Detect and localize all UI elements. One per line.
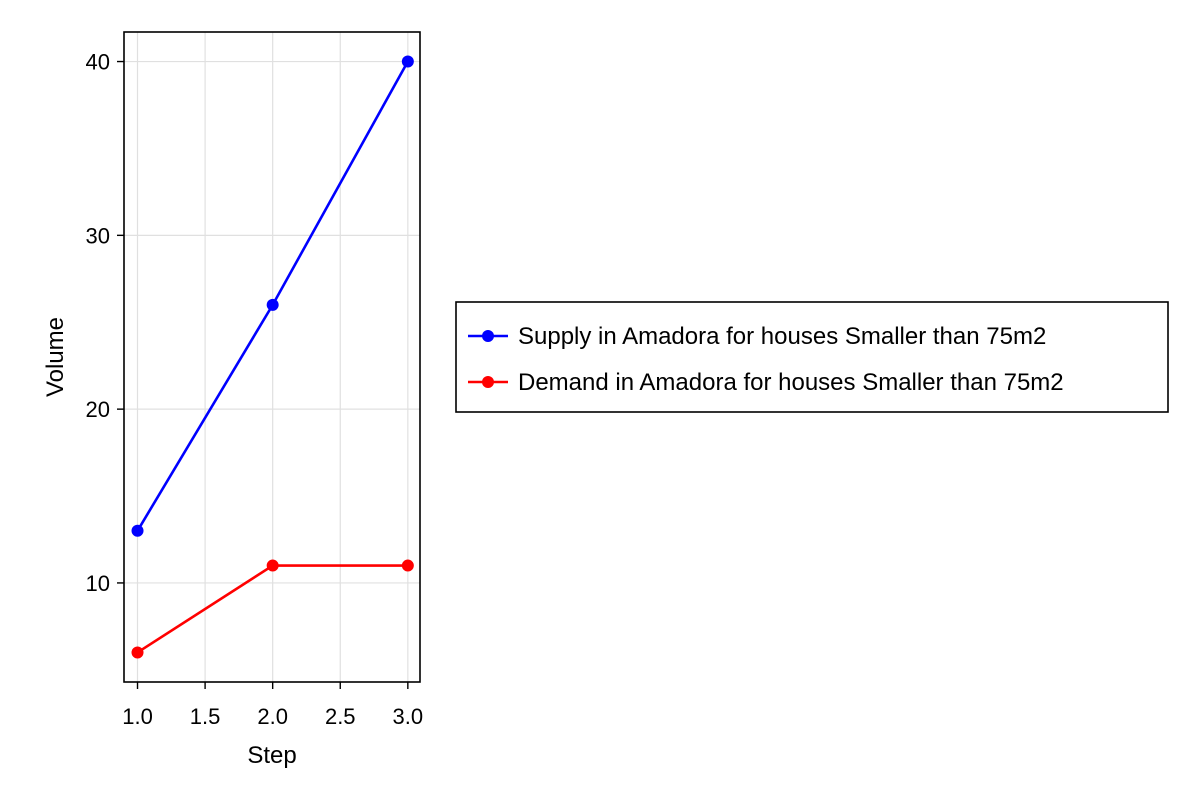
x-tick-label: 1.5 xyxy=(190,704,221,729)
legend-label-supply: Supply in Amadora for houses Smaller tha… xyxy=(518,323,1046,350)
data-point-supply xyxy=(266,298,279,311)
legend-marker-demand xyxy=(482,376,494,388)
series-layer xyxy=(131,55,414,659)
x-tick-label: 3.0 xyxy=(393,704,424,729)
data-point-demand xyxy=(266,559,279,572)
x-tick-label: 2.5 xyxy=(325,704,356,729)
data-point-supply xyxy=(131,524,144,537)
plot-frame xyxy=(123,31,421,683)
legend-marker-supply xyxy=(482,330,494,342)
grid-layer xyxy=(124,32,420,682)
y-axis-label: Volume xyxy=(42,317,69,397)
legend-label-demand: Demand in Amadora for houses Smaller tha… xyxy=(518,369,1064,396)
y-tick-label: 30 xyxy=(86,223,110,248)
y-tick-label: 40 xyxy=(86,50,110,75)
y-tick-label: 20 xyxy=(86,397,110,422)
y-tick-label: 10 xyxy=(86,571,110,596)
data-point-demand xyxy=(401,559,414,572)
legend-box xyxy=(455,301,1169,413)
data-point-demand xyxy=(131,646,144,659)
legend: Supply in Amadora for houses Smaller tha… xyxy=(455,301,1169,413)
data-point-supply xyxy=(401,55,414,68)
x-tick-label: 2.0 xyxy=(257,704,288,729)
x-axis-label: Step xyxy=(247,742,296,769)
x-tick-label: 1.0 xyxy=(122,704,153,729)
ticks-layer: 1.0 1.5 2.0 2.5 3.0 10 20 30 40 xyxy=(86,50,424,729)
